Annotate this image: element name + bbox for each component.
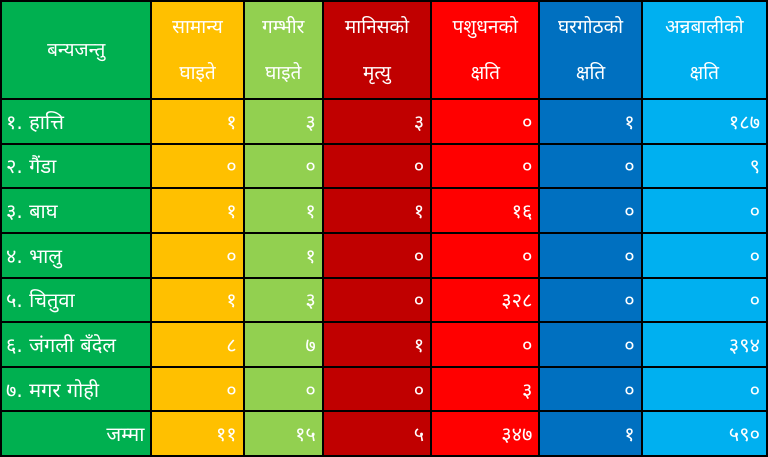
table-cell: ३ [430,365,541,413]
header-line-2: क्षति [470,62,500,84]
header-line-1: घरगोठको [557,16,624,38]
table-cell: ० [538,187,643,234]
table-cell: १५ [242,410,324,457]
header-line-1: अन्नबालीको [665,16,744,38]
table-cell: ० [430,231,541,279]
table-cell: १ [242,231,324,279]
animal-name: ७. मगर गोही [0,365,153,413]
table-row: ३. बाघ १ १ १ १६ ० ० [0,187,768,234]
table-cell: ० [538,231,643,279]
table-cell: ५९० [640,410,768,457]
table-cell: ९ [640,142,768,190]
column-header: घरगोठको क्षति [538,0,643,100]
table-cell: ० [538,321,643,368]
table-cell: ७ [242,321,324,368]
table-cell: ० [321,142,433,190]
table-cell: ५ [321,410,433,457]
table-row: ७. मगर गोही ० ० ० ३ ० ० [0,365,768,413]
table-cell: १ [242,187,324,234]
table-cell: ३९४ [640,321,768,368]
table-cell: १ [150,187,245,234]
table-cell: १ [321,187,433,234]
header-line-1: सामान्य [172,16,223,38]
table-cell: ० [640,187,768,234]
column-header: गम्भीर घाइते [242,0,324,100]
table-cell: ० [321,231,433,279]
table-cell: ० [321,365,433,413]
table-cell: १ [321,321,433,368]
total-row: जम्मा ११ १५ ५ ३४७ १ ५९० [0,410,768,457]
table-cell: ० [242,365,324,413]
table-cell: ३ [242,98,324,145]
table-row: १. हात्ति १ ३ ३ ० १ १८७ [0,98,768,145]
table-cell: ३ [321,98,433,145]
table-cell: ० [430,142,541,190]
header-line-1: गम्भीर [262,16,305,38]
table-cell: ० [430,321,541,368]
header-line-2: मृत्यु [363,62,391,84]
header-line-1: पशुधनको [452,16,518,38]
column-header: सामान्य घाइते [150,0,245,100]
table-cell: १६ [430,187,541,234]
animal-name: ३. बाघ [0,187,153,234]
total-label: जम्मा [0,410,153,457]
header-row: बन्यजन्तु सामान्य घाइते गम्भीर घाइते मानिसको म… [0,0,768,100]
table-cell: ० [430,98,541,145]
table-cell: १ [150,98,245,145]
table-cell: ११ [150,410,245,457]
table-cell: ० [538,365,643,413]
header-line-2: क्षति [689,62,720,84]
table-cell: ० [242,142,324,190]
column-header: बन्यजन्तु [0,0,153,100]
header-line-2: घाइते [265,62,302,84]
table-cell: १ [538,98,643,145]
table-cell: ३४७ [430,410,541,457]
table-cell: ० [321,276,433,324]
table-cell: ८ [150,321,245,368]
table-cell: १ [150,276,245,324]
animal-name: १. हात्ति [0,98,153,145]
table-cell: ३२८ [430,276,541,324]
table-row: ६. जंगली बँदेल ८ ७ १ ० ० ३९४ [0,321,768,368]
animal-name: ४. भालु [0,231,153,279]
animal-name: २. गैंडा [0,142,153,190]
table-cell: ० [640,276,768,324]
table-cell: ० [150,142,245,190]
table-row: ५. चितुवा १ ३ ० ३२८ ० ० [0,276,768,324]
table-cell: ० [538,276,643,324]
column-header: मानिसको मृत्यु [321,0,433,100]
animal-name: ५. चितुवा [0,276,153,324]
table-cell: ३ [242,276,324,324]
table-cell: १ [538,410,643,457]
header-line-2: क्षति [575,62,606,84]
table-cell: ० [538,142,643,190]
animal-name: ६. जंगली बँदेल [0,321,153,368]
column-header: अन्नबालीको क्षति [640,0,768,100]
table-cell: ० [640,365,768,413]
header-line-2: घाइते [179,62,216,84]
table-row: २. गैंडा ० ० ० ० ० ९ [0,142,768,190]
table-cell: १८७ [640,98,768,145]
table-cell: ० [640,231,768,279]
table-cell: ० [150,365,245,413]
table-cell: ० [150,231,245,279]
header-line-1: बन्यजन्तु [47,39,106,61]
table-row: ४. भालु ० १ ० ० ० ० [0,231,768,279]
header-line-1: मानिसको [344,16,410,38]
column-header: पशुधनको क्षति [430,0,541,100]
